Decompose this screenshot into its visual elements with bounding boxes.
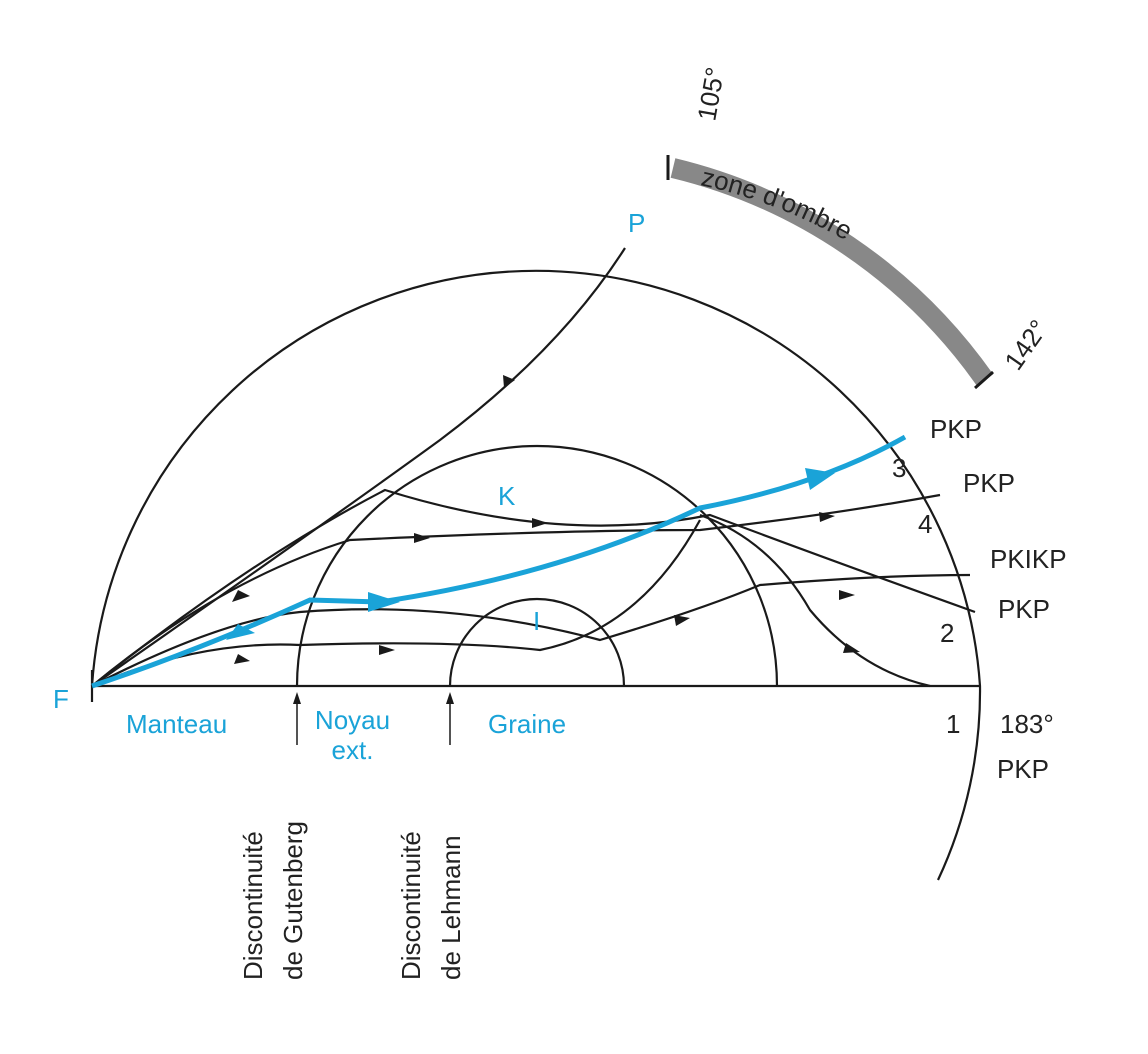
arrows	[232, 375, 860, 664]
ray-name: PKP	[997, 754, 1049, 784]
earth-surface	[90, 269, 982, 881]
ray-highlight	[91, 434, 907, 689]
ray	[91, 573, 971, 687]
ray-name: PKP	[998, 594, 1050, 624]
inner-core	[448, 597, 626, 687]
discontinuity-label: de Lehmann	[436, 835, 466, 980]
point-label: K	[498, 481, 516, 511]
ray-number: 2	[940, 618, 954, 648]
layer-label: Noyau ext.	[314, 705, 391, 765]
ray	[91, 493, 941, 687]
shadow-end-tick	[974, 370, 994, 390]
layer-label-box: Noyau ext.	[314, 705, 391, 765]
shadow-zone	[670, 158, 994, 386]
ray-number: 4	[918, 509, 932, 539]
ray-p	[91, 247, 626, 687]
ray-number: 3	[892, 453, 906, 483]
layer-label: Graine	[488, 709, 566, 739]
discontinuity-label: Discontinuité	[238, 831, 268, 980]
point-label: I	[533, 606, 540, 636]
angle-label: 105°	[691, 65, 730, 123]
ray-name: PKP	[963, 468, 1015, 498]
point-label: F	[53, 684, 69, 714]
ray	[91, 519, 701, 688]
ray-name: PKP	[930, 414, 982, 444]
angle-label: 142°	[998, 314, 1053, 375]
ray	[699, 513, 931, 688]
shadow-zone-label: zone d'ombre	[699, 162, 858, 246]
outer-core	[295, 444, 779, 687]
blue-arrows	[226, 468, 835, 640]
ray-number: 1	[946, 709, 960, 739]
discontinuity-label: Discontinuité	[396, 831, 426, 980]
lehmann-arrow	[446, 692, 454, 704]
layer-label: Manteau	[126, 709, 227, 739]
shadow-zone-text: zone d'ombre	[699, 162, 858, 246]
ray-name: PKIKP	[990, 544, 1067, 574]
gutenberg-arrow	[293, 692, 301, 704]
point-label: P	[628, 208, 645, 238]
angle-label: 183°	[1000, 709, 1054, 739]
discontinuity-label: de Gutenberg	[278, 821, 308, 980]
